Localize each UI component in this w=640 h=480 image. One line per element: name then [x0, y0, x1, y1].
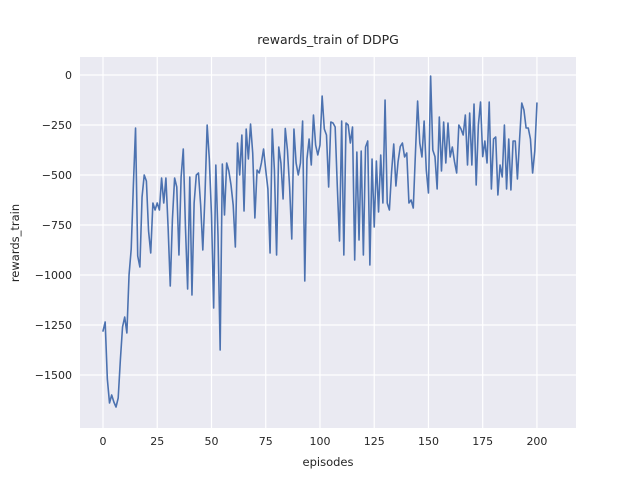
x-tick-label: 75	[259, 435, 273, 448]
x-tick-label: 0	[99, 435, 106, 448]
x-tick-label: 100	[309, 435, 330, 448]
y-tick-label: 0	[65, 69, 72, 82]
x-tick-label: 175	[472, 435, 493, 448]
series-line-rewards_train	[102, 75, 538, 408]
y-tick-label: −1250	[35, 319, 72, 332]
y-tick-labels: 0 −250 −500 −750 −1000 −1250 −1500	[35, 69, 72, 382]
y-tick-label: −1000	[35, 269, 72, 282]
x-tick-label: 150	[418, 435, 439, 448]
series-line-group	[102, 75, 538, 408]
y-tick-label: −250	[42, 119, 72, 132]
y-tick-label: −1500	[35, 369, 72, 382]
plot-area	[80, 57, 576, 428]
x-tick-labels: 0 25 50 75 100 125 150 175 200	[99, 435, 547, 448]
y-axis-label: rewards_train	[8, 204, 22, 282]
x-tick-label: 50	[204, 435, 218, 448]
x-tick-label: 200	[526, 435, 547, 448]
x-tick-label: 25	[150, 435, 164, 448]
chart-title: rewards_train of DDPG	[257, 32, 399, 47]
y-tick-label: −500	[42, 169, 72, 182]
y-tick-label: −750	[42, 219, 72, 232]
x-tick-label: 125	[364, 435, 385, 448]
x-axis-label: episodes	[303, 455, 354, 469]
